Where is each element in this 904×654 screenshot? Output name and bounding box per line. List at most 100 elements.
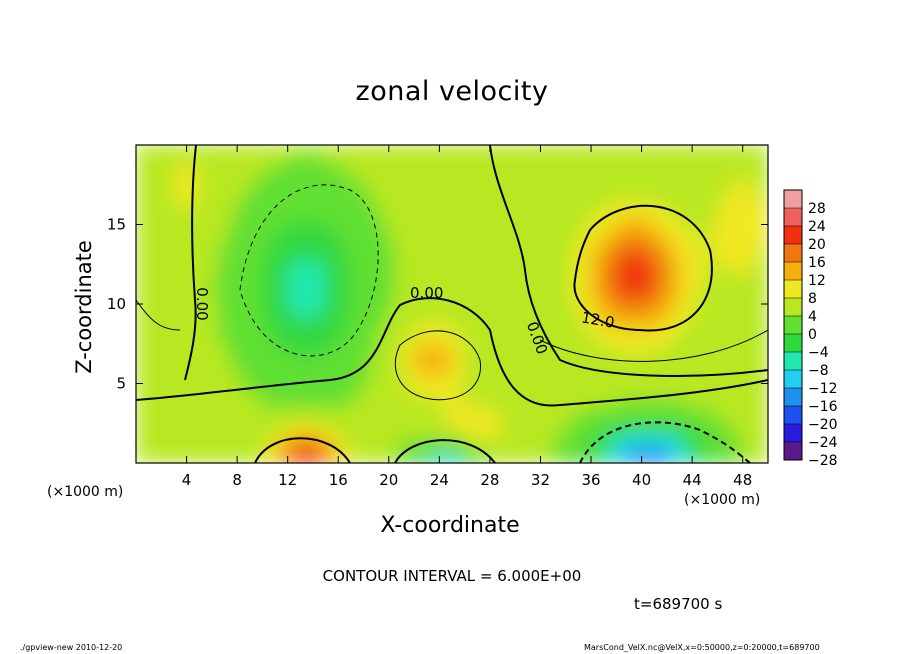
heatmap-cell (167, 406, 175, 416)
heatmap-cell (186, 231, 194, 241)
heatmap-cell (141, 168, 150, 178)
heatmap-cell (546, 303, 554, 313)
heatmap-cell (457, 303, 466, 313)
heatmap-cell (577, 390, 586, 400)
heatmap-cell (293, 295, 301, 305)
heatmap-cell (723, 303, 731, 313)
heatmap-cell (502, 375, 510, 384)
heatmap-cell (236, 375, 244, 384)
heatmap-cell (622, 414, 630, 424)
heatmap-cell (457, 454, 466, 463)
heatmap-cell (413, 351, 421, 361)
heatmap-cell (634, 145, 643, 154)
heatmap-cell (735, 208, 744, 218)
heatmap-cell (331, 367, 339, 377)
heatmap-cell (533, 390, 541, 400)
heatmap-cell (293, 263, 301, 273)
heatmap-cell (691, 375, 699, 384)
heatmap-cell (173, 200, 181, 210)
heatmap-cell (287, 224, 295, 233)
heatmap-cell (552, 224, 560, 233)
heatmap-cell (211, 422, 219, 432)
contour-neg-left (239, 184, 379, 357)
heatmap-cell (457, 271, 466, 281)
heatmap-cell (603, 311, 611, 321)
heatmap-cell (565, 319, 573, 329)
heatmap-cell (565, 224, 573, 233)
heatmap-cell (514, 303, 523, 313)
heatmap-cell (400, 271, 409, 281)
heatmap-cell (508, 279, 516, 289)
heatmap-cell (217, 239, 225, 249)
heatmap-cell (577, 287, 586, 297)
heatmap-cell (413, 208, 421, 218)
heatmap-cell (394, 327, 402, 337)
heatmap-cell (754, 359, 763, 369)
heatmap-cell (312, 287, 320, 297)
heatmap-cell (331, 319, 339, 329)
heatmap-cell (672, 398, 681, 408)
heatmap-cell (419, 343, 428, 353)
heatmap-cell (735, 343, 744, 353)
heatmap-cell (476, 279, 485, 289)
heatmap-cell (508, 192, 516, 202)
heatmap-cell (476, 327, 485, 337)
heatmap-cell (552, 454, 560, 463)
heatmap-cell (413, 375, 421, 384)
heatmap-cell (407, 271, 415, 281)
heatmap-cell (514, 446, 523, 456)
heatmap-cell (356, 335, 365, 345)
heatmap-cell (293, 168, 301, 178)
heatmap-cell (723, 176, 731, 186)
heatmap-cell (514, 152, 523, 162)
heatmap-cell (407, 398, 415, 408)
heatmap-cell (249, 343, 257, 353)
heatmap-cell (179, 438, 188, 448)
heatmap-cell (457, 279, 466, 289)
heatmap-cell (388, 383, 396, 392)
x-tick-label: 12 (278, 471, 297, 489)
heatmap-cell (748, 398, 756, 408)
heatmap-cell (514, 359, 523, 369)
heatmap-cell (173, 247, 181, 257)
heatmap-cell (603, 263, 611, 273)
heatmap-cell (211, 208, 219, 218)
heatmap-cell (268, 303, 276, 313)
heatmap-cell (223, 279, 232, 289)
heatmap-cell (470, 279, 478, 289)
heatmap-cell (596, 255, 605, 265)
heatmap-cell (167, 263, 175, 273)
heatmap-cell (136, 200, 143, 210)
heatmap-cell (344, 422, 352, 432)
heatmap-cell (192, 216, 200, 225)
heatmap-cell (255, 239, 263, 249)
heatmap-cell (495, 216, 504, 225)
heatmap-cell (577, 383, 586, 392)
heatmap-cell (748, 335, 756, 345)
heatmap-cell (533, 224, 541, 233)
heatmap-cell (622, 367, 630, 377)
heatmap-cell (615, 200, 624, 210)
heatmap-cell (697, 319, 706, 329)
heatmap-cell (400, 200, 409, 210)
heatmap-cell (148, 255, 156, 265)
heatmap-cell (565, 422, 573, 432)
heatmap-cell (539, 184, 548, 194)
heatmap-cell (230, 327, 238, 337)
heatmap-cell (432, 383, 440, 392)
heatmap-cell (274, 239, 282, 249)
heatmap-cell (521, 398, 529, 408)
heatmap-cell (590, 295, 598, 305)
heatmap-cell (167, 375, 175, 384)
heatmap-cell (451, 303, 459, 313)
heatmap-cell (723, 247, 731, 257)
heatmap-cell (400, 406, 409, 416)
heatmap-cell (622, 152, 630, 162)
heatmap-cell (363, 255, 371, 265)
heatmap-cell (653, 224, 662, 233)
heatmap-cell (577, 343, 586, 353)
heatmap-cell (261, 247, 270, 257)
heatmap-cell (476, 319, 485, 329)
heatmap-cell (148, 200, 156, 210)
heatmap-cell (546, 383, 554, 392)
